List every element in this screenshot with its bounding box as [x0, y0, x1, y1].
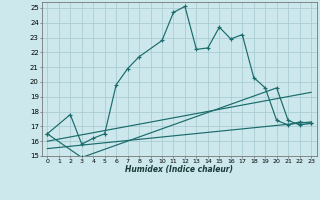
- X-axis label: Humidex (Indice chaleur): Humidex (Indice chaleur): [125, 165, 233, 174]
